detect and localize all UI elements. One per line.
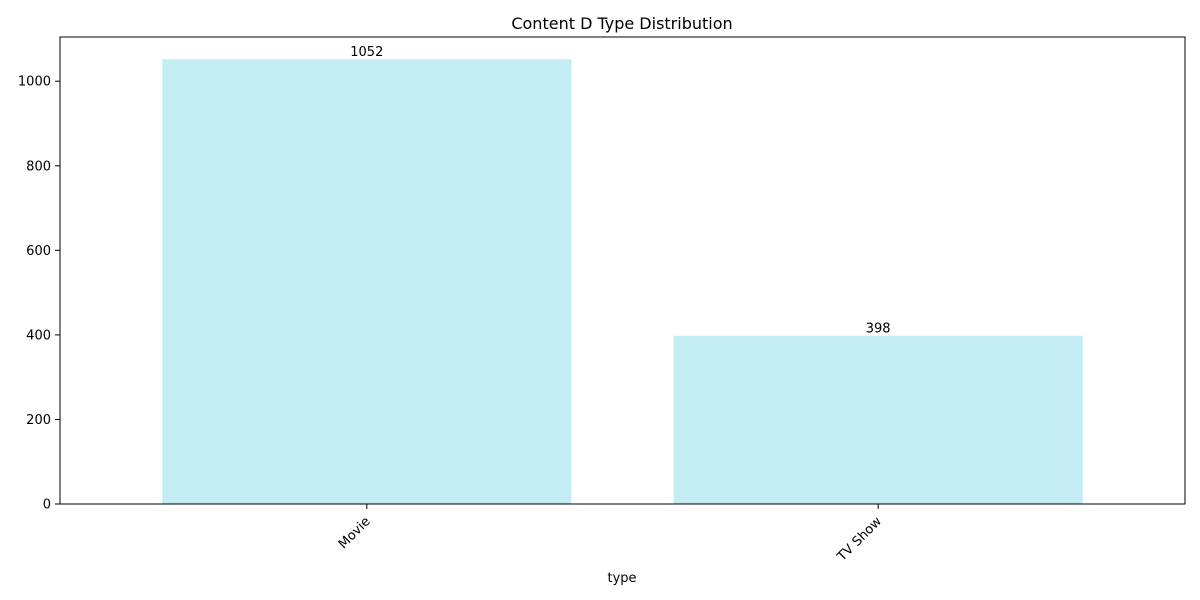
bar-value-label: 398 xyxy=(866,322,891,337)
bar-value-label: 1052 xyxy=(350,45,383,60)
y-axis: 0 200 400 600 800 1000 xyxy=(18,75,60,513)
bar-movie xyxy=(162,59,572,504)
y-tick-label: 1000 xyxy=(18,75,51,90)
y-tick-label: 200 xyxy=(26,413,51,428)
y-tick-label: 600 xyxy=(26,244,51,259)
bars-group xyxy=(162,59,1083,504)
chart-title: Content D Type Distribution xyxy=(511,14,732,33)
y-tick-label: 400 xyxy=(26,328,51,343)
x-axis-title: type xyxy=(607,571,636,586)
y-tick-label: 800 xyxy=(26,159,51,174)
y-tick-label: 0 xyxy=(43,498,51,513)
plot-frame xyxy=(59,36,1186,505)
bar-tv-show xyxy=(673,335,1083,504)
bar-labels-group: 1052 398 xyxy=(350,45,890,336)
